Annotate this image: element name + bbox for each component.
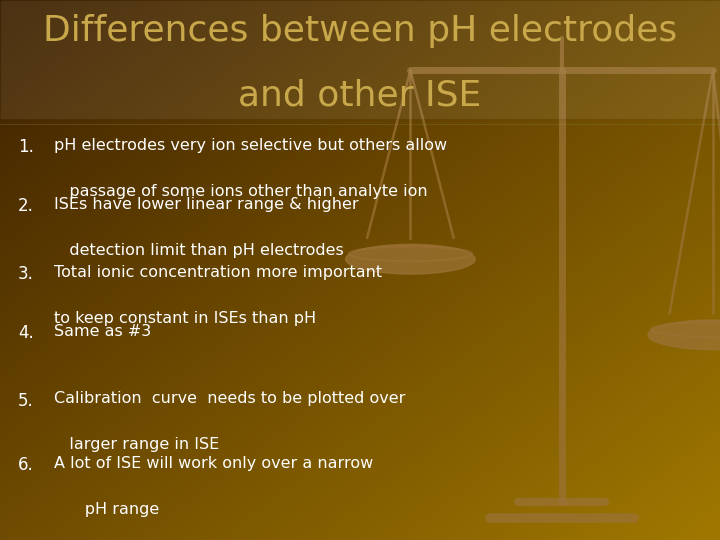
Text: Differences between pH electrodes: Differences between pH electrodes	[43, 14, 677, 48]
Text: Total ionic concentration more important: Total ionic concentration more important	[54, 265, 382, 280]
Text: passage of some ions other than analyte ion: passage of some ions other than analyte …	[54, 184, 428, 199]
FancyBboxPatch shape	[0, 0, 720, 119]
Ellipse shape	[346, 244, 475, 274]
Text: 3.: 3.	[18, 265, 34, 282]
Text: ISEs have lower linear range & higher: ISEs have lower linear range & higher	[54, 197, 359, 212]
Text: A lot of ISE will work only over a narrow: A lot of ISE will work only over a narro…	[54, 456, 373, 471]
Text: pH electrodes very ion selective but others allow: pH electrodes very ion selective but oth…	[54, 138, 447, 153]
Text: 4.: 4.	[18, 324, 34, 342]
Text: Same as #3: Same as #3	[54, 324, 151, 339]
Text: detection limit than pH electrodes: detection limit than pH electrodes	[54, 243, 343, 258]
Ellipse shape	[648, 320, 720, 350]
Text: larger range in ISE: larger range in ISE	[54, 437, 220, 453]
Text: pH range: pH range	[54, 502, 159, 517]
Text: 5.: 5.	[18, 392, 34, 409]
Text: 1.: 1.	[18, 138, 34, 156]
Text: Calibration  curve  needs to be plotted over: Calibration curve needs to be plotted ov…	[54, 392, 405, 407]
Text: and other ISE: and other ISE	[238, 78, 482, 112]
Text: 6.: 6.	[18, 456, 34, 474]
Text: 2.: 2.	[18, 197, 34, 215]
Text: to keep constant in ISEs than pH: to keep constant in ISEs than pH	[54, 310, 316, 326]
